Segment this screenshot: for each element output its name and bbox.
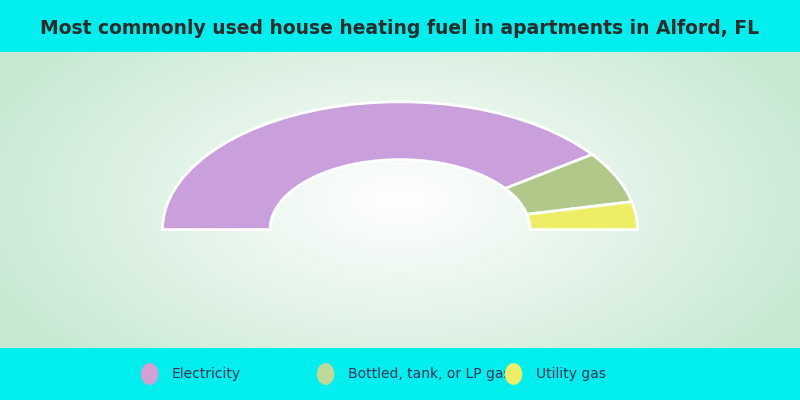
Text: Electricity: Electricity xyxy=(172,367,241,381)
Text: Bottled, tank, or LP gas: Bottled, tank, or LP gas xyxy=(348,367,510,381)
Ellipse shape xyxy=(317,363,334,385)
Wedge shape xyxy=(527,202,638,230)
Text: Most commonly used house heating fuel in apartments in Alford, FL: Most commonly used house heating fuel in… xyxy=(41,19,759,38)
Text: Utility gas: Utility gas xyxy=(536,367,606,381)
Ellipse shape xyxy=(505,363,522,385)
Ellipse shape xyxy=(141,363,158,385)
Wedge shape xyxy=(162,102,592,230)
Wedge shape xyxy=(505,154,632,214)
